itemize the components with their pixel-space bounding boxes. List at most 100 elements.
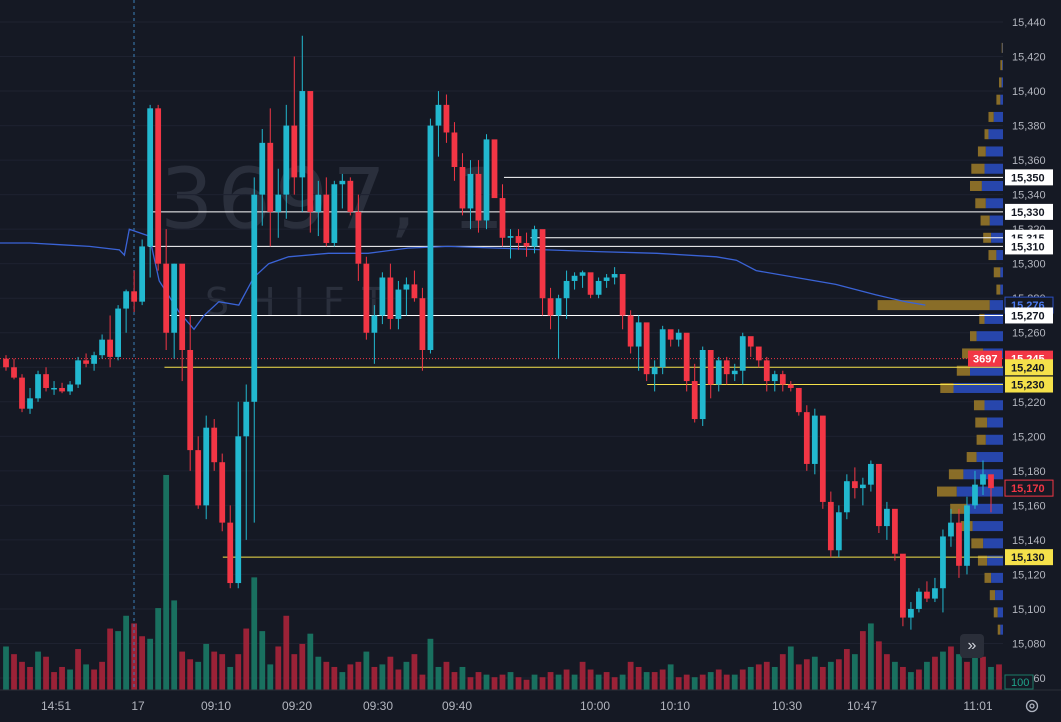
scroll-to-realtime-button[interactable]: » xyxy=(960,634,984,658)
candle-body[interactable] xyxy=(259,142,266,195)
candle-body[interactable] xyxy=(643,322,650,375)
candle-body[interactable] xyxy=(956,522,962,566)
candle-body[interactable] xyxy=(83,360,89,364)
candle-body[interactable] xyxy=(307,91,314,212)
candle-body[interactable] xyxy=(619,274,626,316)
candle-body[interactable] xyxy=(499,198,506,238)
candle-body[interactable] xyxy=(587,272,594,295)
candle-body[interactable] xyxy=(403,284,410,290)
candle-body[interactable] xyxy=(131,291,138,302)
price-label-badge[interactable] xyxy=(1005,549,1053,566)
candle-body[interactable] xyxy=(267,142,274,212)
candle-body[interactable] xyxy=(811,415,818,464)
candle-body[interactable] xyxy=(203,427,210,506)
candle-body[interactable] xyxy=(323,194,330,243)
candle-body[interactable] xyxy=(435,104,442,126)
candle-body[interactable] xyxy=(932,588,938,599)
candle-body[interactable] xyxy=(227,522,234,584)
candle-body[interactable] xyxy=(779,374,786,385)
candle-body[interactable] xyxy=(315,194,322,212)
candle-body[interactable] xyxy=(43,374,49,388)
candle-body[interactable] xyxy=(964,505,970,566)
candle-body[interactable] xyxy=(163,263,170,333)
candle-body[interactable] xyxy=(531,229,538,247)
candle-body[interactable] xyxy=(867,463,874,485)
candle-body[interactable] xyxy=(235,436,242,584)
candle-body[interactable] xyxy=(563,280,570,299)
candle-body[interactable] xyxy=(707,350,714,385)
candle-body[interactable] xyxy=(387,277,394,319)
candle-body[interactable] xyxy=(715,360,722,385)
candle-body[interactable] xyxy=(940,536,946,589)
candle-body[interactable] xyxy=(884,508,890,527)
candle-body[interactable] xyxy=(651,367,658,375)
candle-body[interactable] xyxy=(195,450,202,506)
candle-body[interactable] xyxy=(547,298,554,316)
price-label-badge[interactable] xyxy=(1005,169,1053,186)
candle-body[interactable] xyxy=(555,298,562,316)
candle-body[interactable] xyxy=(211,427,218,463)
candle-body[interactable] xyxy=(411,284,418,299)
candle-body[interactable] xyxy=(795,387,802,413)
candle-body[interactable] xyxy=(19,377,25,409)
candle-body[interactable] xyxy=(283,125,290,195)
candle-body[interactable] xyxy=(699,350,706,420)
candle-body[interactable] xyxy=(187,350,194,451)
candle-body[interactable] xyxy=(972,484,978,506)
candle-body[interactable] xyxy=(683,332,690,382)
price-label-badge[interactable] xyxy=(1005,376,1053,393)
candle-body[interactable] xyxy=(299,91,306,178)
candle-body[interactable] xyxy=(275,194,282,212)
candle-body[interactable] xyxy=(491,139,498,199)
candle-body[interactable] xyxy=(739,336,746,371)
candle-body[interactable] xyxy=(611,274,618,278)
candle-body[interactable] xyxy=(395,289,402,319)
candle-body[interactable] xyxy=(803,412,810,464)
candle-body[interactable] xyxy=(771,374,778,382)
candle-body[interactable] xyxy=(379,277,386,316)
price-label-badge[interactable] xyxy=(1005,359,1053,376)
candle-body[interactable] xyxy=(291,125,298,178)
candle-body[interactable] xyxy=(115,308,121,357)
candle-body[interactable] xyxy=(123,291,130,309)
candle-body[interactable] xyxy=(11,367,17,378)
candle-body[interactable] xyxy=(147,108,154,247)
candle-body[interactable] xyxy=(59,387,65,392)
candle-body[interactable] xyxy=(483,139,490,221)
candle-body[interactable] xyxy=(451,132,458,168)
candle-body[interactable] xyxy=(924,591,930,599)
candle-body[interactable] xyxy=(691,381,698,420)
candle-body[interactable] xyxy=(339,180,346,185)
candle-body[interactable] xyxy=(363,263,370,333)
candle-body[interactable] xyxy=(747,336,754,347)
chart-settings-button[interactable] xyxy=(1022,696,1042,716)
candle-body[interactable] xyxy=(419,298,426,350)
candle-body[interactable] xyxy=(75,360,81,385)
price-label-badge[interactable] xyxy=(1005,203,1053,220)
candle-body[interactable] xyxy=(523,242,530,247)
candle-body[interactable] xyxy=(843,481,850,513)
candle-body[interactable] xyxy=(515,236,522,243)
candle-body[interactable] xyxy=(827,501,834,551)
candle-body[interactable] xyxy=(331,184,338,243)
candle-body[interactable] xyxy=(91,355,97,364)
candle-body[interactable] xyxy=(635,322,642,347)
candle-body[interactable] xyxy=(67,384,73,392)
candle-body[interactable] xyxy=(595,280,602,295)
candle-body[interactable] xyxy=(763,360,770,382)
candle-body[interactable] xyxy=(731,370,738,375)
candle-body[interactable] xyxy=(908,608,914,618)
candle-body[interactable] xyxy=(667,329,674,340)
candle-body[interactable] xyxy=(787,384,794,388)
price-label-badge[interactable] xyxy=(1004,479,1054,497)
candle-body[interactable] xyxy=(427,125,434,350)
candle-body[interactable] xyxy=(675,332,682,340)
candle-body[interactable] xyxy=(219,462,226,523)
candle-body[interactable] xyxy=(171,263,178,333)
candle-body[interactable] xyxy=(443,104,450,133)
candle-body[interactable] xyxy=(916,591,922,609)
candle-body[interactable] xyxy=(900,553,906,618)
candle-body[interactable] xyxy=(603,277,610,281)
